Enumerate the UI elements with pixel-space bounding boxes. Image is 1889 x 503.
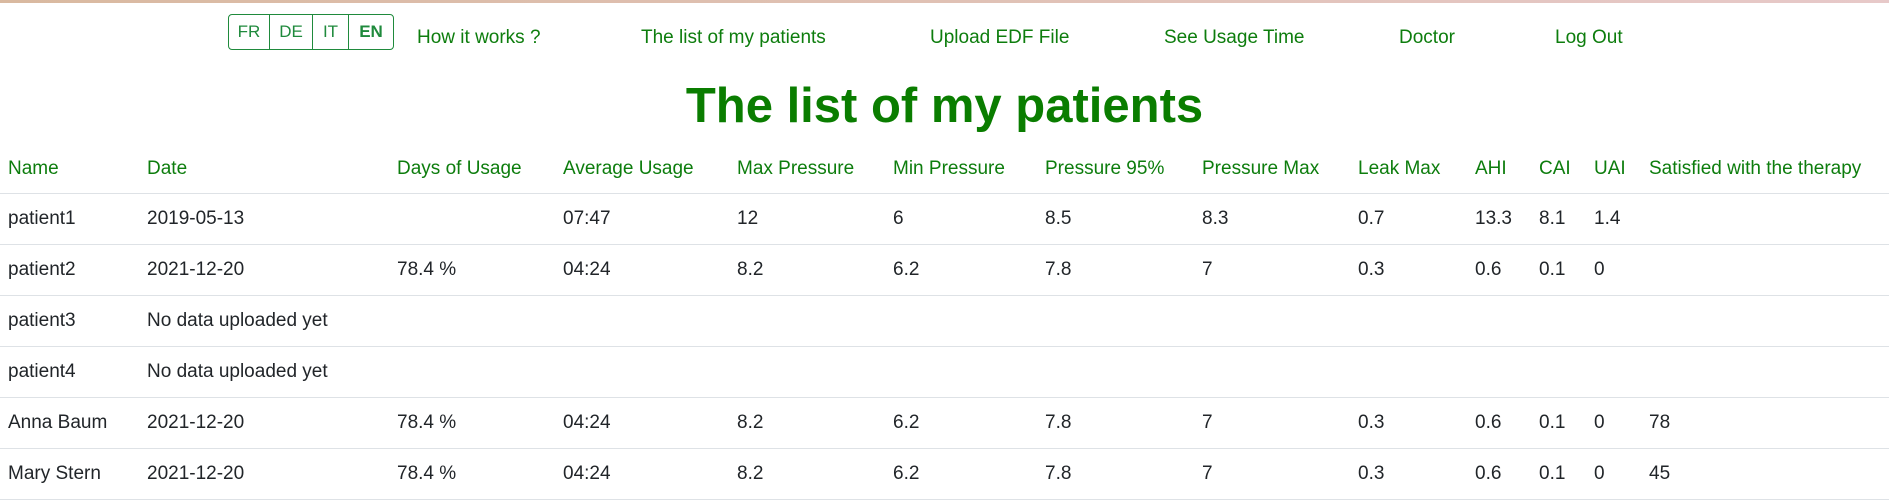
top-accent-line — [0, 0, 1889, 3]
cell-ahi: 0.6 — [1467, 448, 1531, 500]
cell-days-of-usage: 78.4 % — [389, 397, 555, 449]
table-row[interactable]: patient2 2021-12-20 78.4 % 04:24 8.2 6.2… — [0, 244, 1889, 296]
cell-min-pressure: 6 — [885, 193, 1037, 245]
top-navigation: FR DE IT EN How it works ? The list of m… — [0, 14, 1889, 54]
cell-cai: 8.1 — [1531, 193, 1586, 245]
column-header-name[interactable]: Name — [0, 145, 139, 194]
cell-min-pressure: 6.2 — [885, 448, 1037, 500]
cell-uai: 0 — [1586, 448, 1641, 500]
cell-ahi: 0.6 — [1467, 244, 1531, 296]
cell-date: 2021-12-20 — [139, 397, 389, 449]
cell-cai: 0.1 — [1531, 244, 1586, 296]
cell-satisfied — [1641, 244, 1889, 296]
cell-date: 2021-12-20 — [139, 448, 389, 500]
patients-table: Name Date Days of Usage Average Usage Ma… — [0, 145, 1889, 500]
cell-name[interactable]: patient3 — [0, 295, 139, 347]
cell-pressure-95: 7.8 — [1037, 397, 1194, 449]
cell-min-pressure: 6.2 — [885, 244, 1037, 296]
cell-pressure-95: 8.5 — [1037, 193, 1194, 245]
cell-days-of-usage: 78.4 % — [389, 244, 555, 296]
cell-date: 2021-12-20 — [139, 244, 389, 296]
cell-uai: 0 — [1586, 244, 1641, 296]
lang-button-de[interactable]: DE — [269, 14, 313, 50]
nav-link-usage-time[interactable]: See Usage Time — [1164, 27, 1305, 48]
nav-link-logout[interactable]: Log Out — [1555, 27, 1623, 48]
page-title: The list of my patients — [685, 79, 1204, 133]
cell-average-usage: 07:47 — [555, 193, 729, 245]
table-row[interactable]: patient4 No data uploaded yet — [0, 346, 1889, 398]
cell-cai: 0.1 — [1531, 397, 1586, 449]
cell-max-pressure: 8.2 — [729, 244, 885, 296]
column-header-satisfied[interactable]: Satisfied with the therapy — [1641, 145, 1889, 194]
cell-date: 2019-05-13 — [139, 193, 389, 245]
cell-no-data: No data uploaded yet — [139, 346, 1889, 398]
column-header-date[interactable]: Date — [139, 145, 389, 194]
cell-name[interactable]: patient1 — [0, 193, 139, 245]
table-row[interactable]: Anna Baum 2021-12-20 78.4 % 04:24 8.2 6.… — [0, 397, 1889, 449]
cell-name[interactable]: Mary Stern — [0, 448, 139, 500]
cell-min-pressure: 6.2 — [885, 397, 1037, 449]
cell-name[interactable]: patient2 — [0, 244, 139, 296]
cell-max-pressure: 8.2 — [729, 448, 885, 500]
cell-ahi: 13.3 — [1467, 193, 1531, 245]
column-header-average-usage[interactable]: Average Usage — [555, 145, 729, 194]
cell-leak-max: 0.7 — [1350, 193, 1467, 245]
cell-average-usage: 04:24 — [555, 448, 729, 500]
table-header-row: Name Date Days of Usage Average Usage Ma… — [0, 145, 1889, 194]
cell-pressure-95: 7.8 — [1037, 244, 1194, 296]
nav-link-patients-list[interactable]: The list of my patients — [641, 27, 826, 48]
cell-ahi: 0.6 — [1467, 397, 1531, 449]
column-header-pressure-max[interactable]: Pressure Max — [1194, 145, 1350, 194]
cell-max-pressure: 12 — [729, 193, 885, 245]
cell-satisfied: 45 — [1641, 448, 1889, 500]
table-row[interactable]: patient3 No data uploaded yet — [0, 295, 1889, 347]
column-header-min-pressure[interactable]: Min Pressure — [885, 145, 1037, 194]
nav-link-upload-edf[interactable]: Upload EDF File — [930, 27, 1070, 48]
column-header-ahi[interactable]: AHI — [1467, 145, 1531, 194]
lang-button-it[interactable]: IT — [312, 14, 349, 50]
nav-link-how-it-works[interactable]: How it works ? — [417, 27, 541, 48]
lang-button-en[interactable]: EN — [348, 14, 394, 50]
cell-pressure-max: 7 — [1194, 448, 1350, 500]
nav-link-doctor[interactable]: Doctor — [1399, 27, 1455, 48]
table-row[interactable]: Mary Stern 2021-12-20 78.4 % 04:24 8.2 6… — [0, 448, 1889, 500]
cell-days-of-usage: 78.4 % — [389, 448, 555, 500]
column-header-pressure-95[interactable]: Pressure 95% — [1037, 145, 1194, 194]
cell-leak-max: 0.3 — [1350, 448, 1467, 500]
cell-average-usage: 04:24 — [555, 244, 729, 296]
cell-satisfied — [1641, 193, 1889, 245]
table-row[interactable]: patient1 2019-05-13 07:47 12 6 8.5 8.3 0… — [0, 193, 1889, 245]
cell-leak-max: 0.3 — [1350, 244, 1467, 296]
language-switcher: FR DE IT EN — [228, 14, 394, 50]
column-header-days-of-usage[interactable]: Days of Usage — [389, 145, 555, 194]
cell-leak-max: 0.3 — [1350, 397, 1467, 449]
cell-average-usage: 04:24 — [555, 397, 729, 449]
column-header-uai[interactable]: UAI — [1586, 145, 1641, 194]
cell-name[interactable]: Anna Baum — [0, 397, 139, 449]
cell-satisfied: 78 — [1641, 397, 1889, 449]
cell-pressure-max: 7 — [1194, 244, 1350, 296]
column-header-cai[interactable]: CAI — [1531, 145, 1586, 194]
cell-cai: 0.1 — [1531, 448, 1586, 500]
lang-button-fr[interactable]: FR — [228, 14, 270, 50]
cell-name[interactable]: patient4 — [0, 346, 139, 398]
column-header-leak-max[interactable]: Leak Max — [1350, 145, 1467, 194]
cell-pressure-95: 7.8 — [1037, 448, 1194, 500]
column-header-max-pressure[interactable]: Max Pressure — [729, 145, 885, 194]
cell-max-pressure: 8.2 — [729, 397, 885, 449]
cell-pressure-max: 7 — [1194, 397, 1350, 449]
cell-days-of-usage — [389, 193, 555, 245]
cell-pressure-max: 8.3 — [1194, 193, 1350, 245]
cell-uai: 1.4 — [1586, 193, 1641, 245]
cell-uai: 0 — [1586, 397, 1641, 449]
cell-no-data: No data uploaded yet — [139, 295, 1889, 347]
